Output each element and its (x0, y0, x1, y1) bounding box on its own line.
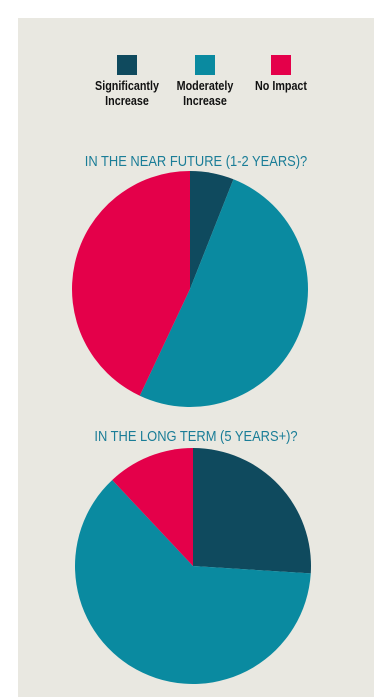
legend-swatch-significantly-increase (117, 55, 137, 75)
legend-item-no-impact: No Impact (236, 55, 326, 94)
legend-swatch-no-impact (271, 55, 291, 75)
legend-label-significantly-increase: Significantly Increase (95, 79, 159, 108)
pie-slice-no-impact (71, 171, 190, 396)
legend-item-significantly-increase: Significantly Increase (82, 55, 172, 109)
pie-chart-long-term (75, 448, 311, 684)
pie-slice-moderately-increase (139, 179, 309, 408)
legend: Significantly Increase Moderately Increa… (18, 55, 374, 135)
chart-title-near-future: IN THE NEAR FUTURE (1-2 YEARS)? (84, 153, 308, 170)
pie-slice-significantly-increase (190, 171, 234, 289)
legend-label-moderately-increase: Moderately Increase (176, 79, 234, 108)
pie-slice-no-impact (112, 448, 193, 566)
pie-slice-moderately-increase (75, 479, 311, 684)
pie-slice-significantly-increase (193, 448, 311, 574)
pie-chart-near-future (71, 171, 309, 408)
legend-swatch-moderately-increase (195, 55, 215, 75)
legend-item-moderately-increase: Moderately Increase (160, 55, 250, 109)
legend-label-no-impact: No Impact (255, 79, 307, 93)
chart-title-long-term: IN THE LONG TERM (5 YEARS+)? (94, 428, 298, 445)
chart-panel: Significantly Increase Moderately Increa… (18, 18, 374, 697)
